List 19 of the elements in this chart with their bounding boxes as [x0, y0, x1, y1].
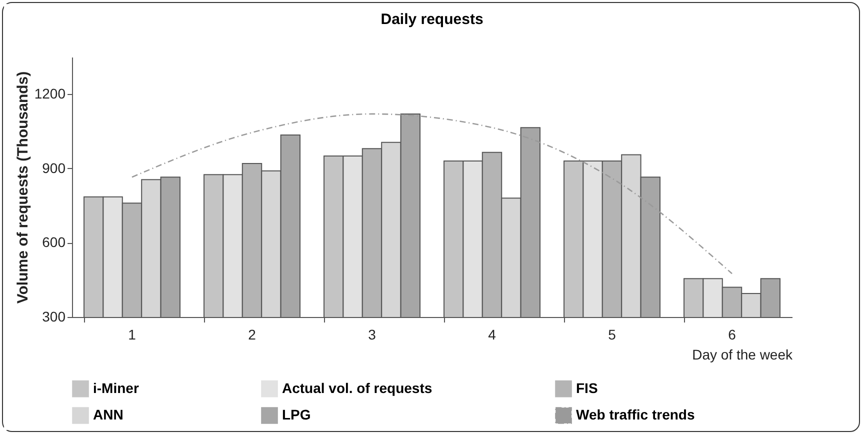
legend-label: FIS	[576, 380, 598, 396]
x-axis-title: Day of the week	[692, 346, 794, 362]
legend-label: LPG	[282, 406, 311, 422]
legend-label: Actual vol. of requests	[282, 380, 432, 396]
y-tick-label: 600	[42, 234, 66, 250]
x-tick-label: 1	[128, 326, 136, 342]
legend-label: i-Miner	[93, 380, 140, 396]
y-tick-label: 1200	[34, 86, 66, 102]
y-tick-label: 900	[42, 160, 66, 176]
legend-label: Web traffic trends	[576, 406, 695, 422]
x-tick-label: 4	[488, 326, 496, 342]
x-tick-label: 6	[728, 326, 736, 342]
x-tick-label: 3	[368, 326, 376, 342]
x-tick-label: 2	[248, 326, 256, 342]
x-tick-label: 5	[608, 326, 616, 342]
chart-title: Daily requests	[380, 11, 484, 28]
y-axis-title: Volume of requests (Thousands)	[14, 71, 32, 304]
y-tick-label: 300	[42, 308, 66, 324]
legend-label: ANN	[93, 406, 124, 422]
